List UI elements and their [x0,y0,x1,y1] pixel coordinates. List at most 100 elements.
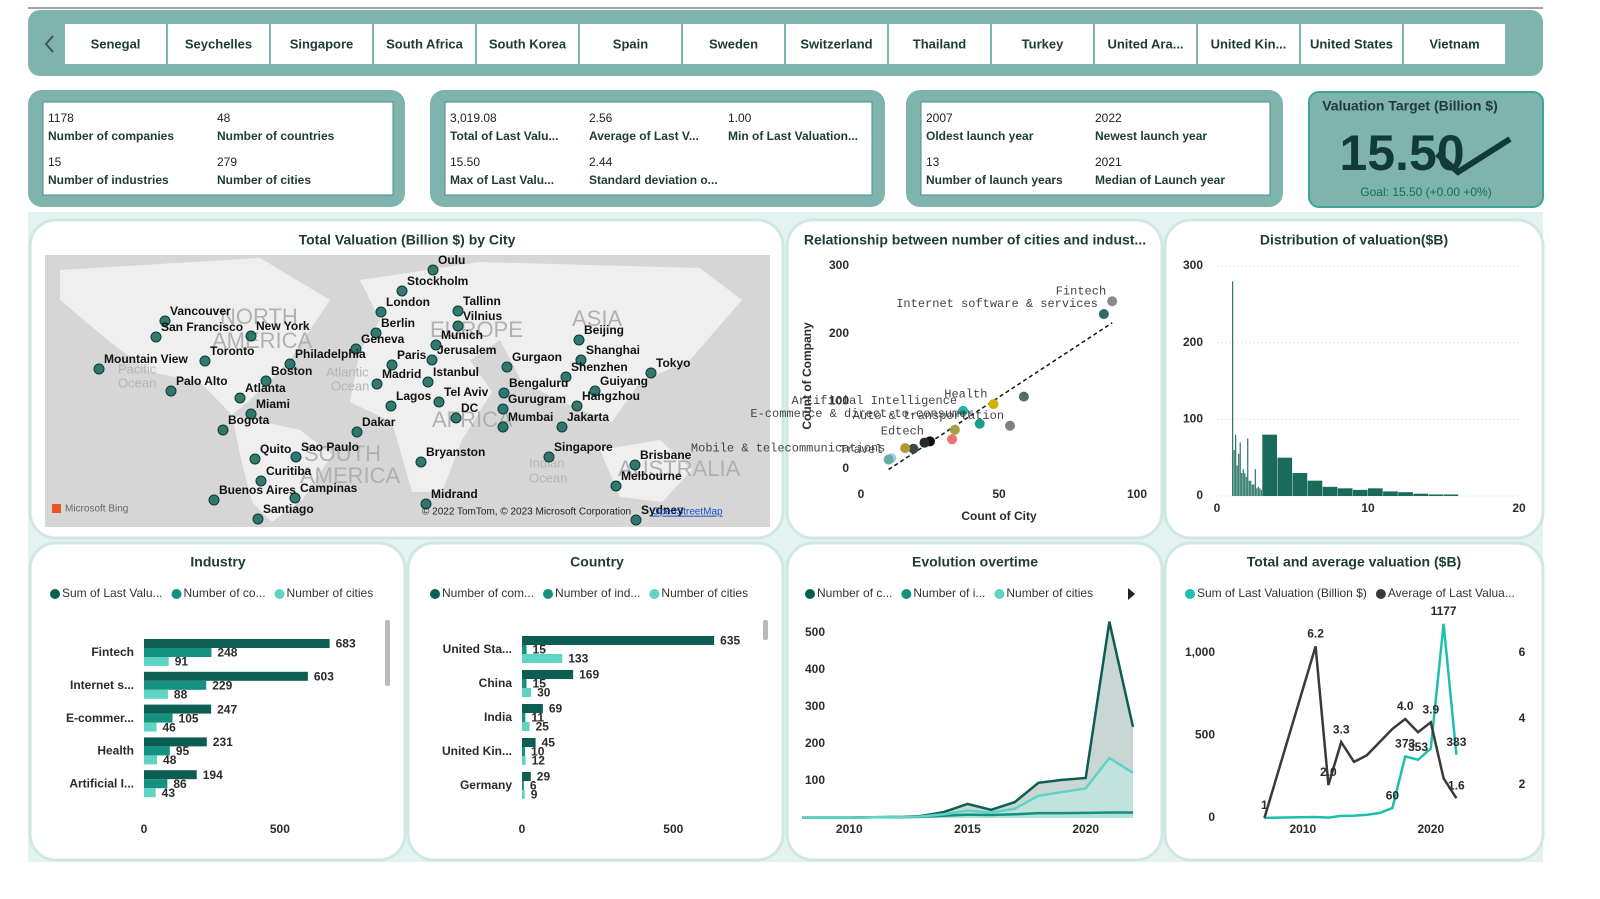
bar [522,654,563,663]
city-bubble [589,385,601,397]
city-bubble [497,421,509,433]
city-bubble [234,392,246,404]
scatter-point [947,434,958,445]
point-label: E-commerce & direct-to-consumer [750,407,973,421]
bar [522,772,531,781]
map-region: ASIA [572,306,622,331]
value-label: 1177 [1431,604,1457,618]
map-ocean-label: Indian [529,455,564,470]
slicer-item[interactable] [1198,24,1299,64]
legend-more[interactable] [1128,588,1135,600]
value-label: 1.6 [1448,778,1465,792]
slicer-item[interactable] [168,24,269,64]
map-region: SOUTH [304,441,381,466]
bar [522,781,524,790]
city-bubble [556,421,568,433]
bar [144,657,169,666]
y-tick-label: 500 [805,625,825,639]
card-label: Min of Last Valuation... [728,129,858,143]
city-label: Paris [397,348,427,362]
histogram-bar [1251,484,1253,496]
line [1264,623,1458,820]
city-label: Philadelphia [295,347,366,361]
scatter-point [1018,391,1029,402]
bar [522,713,526,722]
scatter-point [988,399,999,410]
card-value: 15 [48,155,62,169]
map-attribution[interactable]: OpenStreetMap [652,507,723,518]
city-bubble [629,459,641,471]
city-bubble [501,361,513,373]
histogram-bar [1443,494,1459,496]
slicer-item[interactable] [992,24,1093,64]
land [350,262,520,492]
city-label: Istanbul [433,365,479,379]
value-label: 9 [531,788,538,802]
legend-label: Number of ind... [555,586,640,600]
map-title: Total Valuation (Billion $) by City [299,232,516,248]
scrollbar[interactable] [385,620,390,686]
y-tick-label: 6 [1519,645,1526,659]
slicer-prev[interactable] [44,35,54,53]
city-bubble [450,412,462,424]
point-label: Mobile & telecommunications [691,441,885,455]
bar [522,645,527,654]
slicer-item[interactable] [1404,24,1505,64]
city-bubble [610,480,622,492]
slicer-item-label: United Kin... [1211,36,1287,51]
value-label: 48 [163,753,177,767]
land [480,262,742,422]
value-label: 105 [179,711,199,725]
slicer-item[interactable] [1095,24,1196,64]
histogram-bar [1260,489,1262,496]
city-label: Boston [271,364,312,378]
bing-logo [52,504,61,513]
histogram-bar [1239,442,1241,496]
line [1263,646,1458,819]
card-label: Average of Last V... [589,129,699,143]
x-tick-label: 10 [1361,501,1375,515]
y-tick-label: 4 [1519,711,1526,725]
slicer-item[interactable] [786,24,887,64]
card-label: Number of cities [217,173,311,187]
card-label: Total of Last Valu... [450,129,558,143]
slicer-item[interactable] [580,24,681,64]
card [444,101,873,196]
city-bubble [543,451,555,463]
card-value: 15.50 [450,155,480,169]
city-label: Bengaluru [509,376,568,390]
point-label: Artificial Intelligence [791,394,957,408]
slicer-item[interactable] [271,24,372,64]
y-tick-label: 300 [805,699,825,713]
slicer-item[interactable] [374,24,475,64]
city-bubble [396,285,408,297]
city-label: DC [461,401,479,415]
city-label: Gurugram [508,392,566,406]
value-label: 373 [1395,737,1415,751]
value-label: 6 [530,779,537,793]
slicer-item[interactable] [889,24,990,64]
slicer-item-label: Sweden [709,36,758,51]
city-label: Munich [441,328,483,342]
slicer-item[interactable] [683,24,784,64]
x-tick-label: 20 [1512,501,1526,515]
slicer-item[interactable] [65,24,166,64]
histogram-bar [1254,469,1256,496]
city-bubble [452,305,464,317]
slicer-item[interactable] [1301,24,1402,64]
y-tick-label: 500 [1195,728,1215,742]
city-label: Sao Paulo [301,440,359,454]
value-label: 603 [314,669,334,683]
city-bubble [290,451,302,463]
city-label: Santiago [263,502,314,516]
city-bubble [159,315,171,327]
legend-marker [50,589,60,599]
map-land [60,258,742,522]
map-ocean-label: Ocean [331,378,369,393]
slicer-item[interactable] [477,24,578,64]
scrollbar[interactable] [763,620,768,640]
city-bubble [351,426,363,438]
kpi-check [1435,136,1512,176]
map-region: AMERICA [300,463,401,488]
y-tick-label: 200 [1183,335,1203,349]
